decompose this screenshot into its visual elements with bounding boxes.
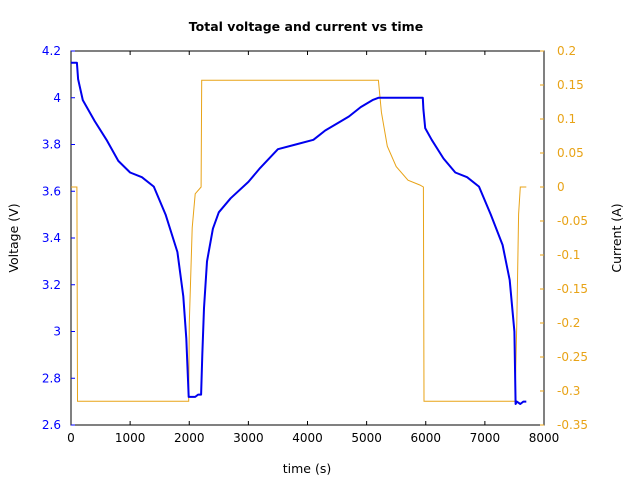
- x-axis: 0 1000 2000 3000 4000 5000 6000 7000 8000: [67, 51, 559, 445]
- y2-tick-label: -0.25: [557, 350, 588, 364]
- y-tick-label: 4.2: [42, 44, 61, 58]
- y2-tick-label: -0.05: [557, 214, 588, 228]
- y-tick-label: 3: [53, 325, 61, 339]
- y2-tick-label: 0: [557, 180, 565, 194]
- x-tick-label: 1000: [115, 431, 146, 445]
- y2-tick-label: 0.15: [557, 78, 584, 92]
- y-axis-left-label: Voltage (V): [6, 203, 21, 272]
- y2-tick-label: -0.35: [557, 418, 588, 432]
- x-tick-label: 6000: [410, 431, 441, 445]
- plot-area: [70, 50, 545, 426]
- y-tick-label: 3.2: [42, 278, 61, 292]
- x-axis-label: time (s): [283, 461, 331, 476]
- y2-tick-label: -0.1: [557, 248, 580, 262]
- y-tick-label: 3.6: [42, 184, 61, 198]
- y-tick-label: 3.4: [42, 231, 61, 245]
- x-tick-label: 7000: [470, 431, 501, 445]
- y-tick-label: 2.6: [42, 418, 61, 432]
- y-tick-label: 4: [53, 91, 61, 105]
- y-tick-label: 3.8: [42, 138, 61, 152]
- y-axis-left: 2.6 2.8 3 3.2 3.4 3.6 3.8 4 4.2: [42, 44, 75, 432]
- series-layer: [71, 61, 527, 405]
- y-tick-label: 2.8: [42, 371, 61, 385]
- x-tick-label: 8000: [529, 431, 560, 445]
- x-tick-label: 0: [67, 431, 75, 445]
- x-tick-label: 5000: [351, 431, 382, 445]
- y2-tick-label: -0.3: [557, 384, 580, 398]
- y2-tick-label: -0.2: [557, 316, 580, 330]
- chart-title: Total voltage and current vs time: [189, 19, 423, 34]
- y-axis-right-label: Current (A): [609, 203, 624, 272]
- x-tick-label: 2000: [174, 431, 205, 445]
- y2-tick-label: 0.1: [557, 112, 576, 126]
- x-tick-label: 3000: [233, 431, 264, 445]
- voltage-series-line: [71, 61, 527, 405]
- x-tick-label: 4000: [292, 431, 323, 445]
- y2-tick-label: 0.2: [557, 44, 576, 58]
- y2-tick-label: 0.05: [557, 146, 584, 160]
- y-axis-right: -0.35 -0.3 -0.25 -0.2 -0.15 -0.1 -0.05 0 0.05 0.1…: [540, 44, 588, 432]
- y2-tick-label: -0.15: [557, 282, 588, 296]
- current-series-line: [71, 79, 527, 402]
